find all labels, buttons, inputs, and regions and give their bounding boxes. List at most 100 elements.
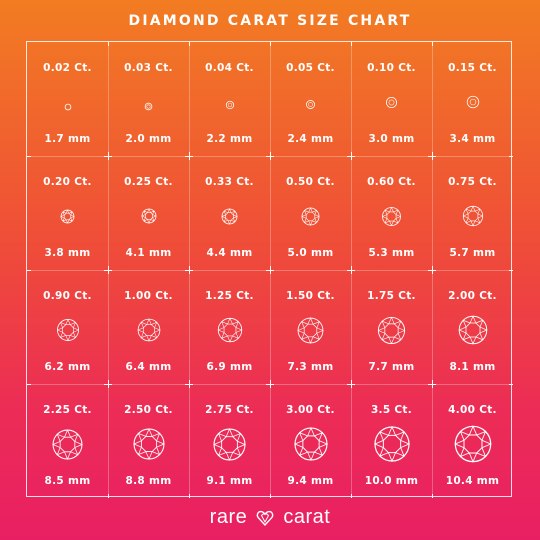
diamond-cell: 0.90 Ct. 6.2 mm <box>27 270 108 384</box>
diamond-cell: 0.50 Ct. 5.0 mm <box>270 156 351 270</box>
size-label: 1.7 mm <box>44 133 91 145</box>
carat-label: 2.75 Ct. <box>205 404 254 416</box>
grid-tick <box>347 155 355 157</box>
grid-tick <box>428 269 436 271</box>
size-label: 7.3 mm <box>287 361 334 373</box>
size-label: 8.5 mm <box>44 475 91 487</box>
diamond-cell: 0.04 Ct. 2.2 mm <box>189 42 270 156</box>
diamond-icon <box>27 317 108 343</box>
grid-tick <box>509 269 513 271</box>
size-label: 2.4 mm <box>287 133 334 145</box>
diamond-icon <box>351 315 432 346</box>
grid-tick <box>350 494 352 498</box>
carat-label: 0.15 Ct. <box>448 62 497 74</box>
diamond-icon <box>432 424 513 464</box>
carat-label: 2.50 Ct. <box>124 404 173 416</box>
grid-tick <box>185 383 193 385</box>
grid-tick <box>266 383 274 385</box>
size-label: 10.0 mm <box>364 475 419 487</box>
diamond-cell: 0.60 Ct. 5.3 mm <box>351 156 432 270</box>
size-label: 3.0 mm <box>368 133 415 145</box>
size-label: 2.0 mm <box>125 133 172 145</box>
diamond-cell: 1.50 Ct. 7.3 mm <box>270 270 351 384</box>
diamond-icon <box>189 96 270 110</box>
size-label: 8.1 mm <box>449 361 496 373</box>
grid-tick <box>428 155 436 157</box>
size-label: 5.3 mm <box>368 247 415 259</box>
grid-tick <box>185 269 193 271</box>
carat-label: 1.00 Ct. <box>124 290 173 302</box>
carat-label: 2.25 Ct. <box>43 404 92 416</box>
grid-tick <box>347 269 355 271</box>
size-label: 4.4 mm <box>206 247 253 259</box>
grid-tick <box>104 155 112 157</box>
diamond-cell: 0.05 Ct. 2.4 mm <box>270 42 351 156</box>
carat-label: 0.04 Ct. <box>205 62 254 74</box>
grid-tick <box>27 155 31 157</box>
carat-label: 0.02 Ct. <box>43 62 92 74</box>
size-label: 7.7 mm <box>368 361 415 373</box>
grid-tick <box>509 383 513 385</box>
carat-label: 3.00 Ct. <box>286 404 335 416</box>
size-label: 6.9 mm <box>206 361 253 373</box>
grid-tick <box>266 269 274 271</box>
diamond-cell: 1.75 Ct. 7.7 mm <box>351 270 432 384</box>
carat-label: 2.00 Ct. <box>448 290 497 302</box>
diamond-cell: 2.00 Ct. 8.1 mm <box>432 270 513 384</box>
diamond-icon <box>189 316 270 344</box>
diamond-cell: 1.25 Ct. 6.9 mm <box>189 270 270 384</box>
diamond-cell: 1.00 Ct. 6.4 mm <box>108 270 189 384</box>
size-label: 9.1 mm <box>206 475 253 487</box>
heart-diamond-icon <box>256 510 274 526</box>
size-label: 2.2 mm <box>206 133 253 145</box>
grid-tick <box>107 494 109 498</box>
grid-tick <box>104 269 112 271</box>
diamond-cell: 0.75 Ct. 5.7 mm <box>432 156 513 270</box>
grid-tick <box>428 383 436 385</box>
diamond-cell: 2.25 Ct. 8.5 mm <box>27 384 108 498</box>
size-label: 3.4 mm <box>449 133 496 145</box>
diamond-cell: 0.10 Ct. 3.0 mm <box>351 42 432 156</box>
grid-tick <box>188 42 190 46</box>
carat-label: 0.25 Ct. <box>124 176 173 188</box>
grid-tick <box>104 383 112 385</box>
diamond-cell: 0.02 Ct. 1.7 mm <box>27 42 108 156</box>
size-label: 6.2 mm <box>44 361 91 373</box>
carat-label: 0.60 Ct. <box>367 176 416 188</box>
carat-label: 0.33 Ct. <box>205 176 254 188</box>
size-label: 5.7 mm <box>449 247 496 259</box>
grid-tick <box>350 42 352 46</box>
size-label: 5.0 mm <box>287 247 334 259</box>
diamond-icon <box>189 207 270 226</box>
diamond-icon <box>270 316 351 345</box>
carat-label: 0.20 Ct. <box>43 176 92 188</box>
diamond-icon <box>270 206 351 227</box>
diamond-cell: 0.20 Ct. 3.8 mm <box>27 156 108 270</box>
diamond-cell: 0.03 Ct. 2.0 mm <box>108 42 189 156</box>
brand-logo: rare carat <box>0 506 540 529</box>
size-label: 10.4 mm <box>445 475 500 487</box>
diamond-icon <box>27 428 108 461</box>
grid-tick <box>185 155 193 157</box>
grid-tick <box>27 383 31 385</box>
grid-tick <box>27 269 31 271</box>
diamond-cell: 2.75 Ct. 9.1 mm <box>189 384 270 498</box>
size-label: 4.1 mm <box>125 247 172 259</box>
diamond-icon <box>270 96 351 109</box>
size-label: 3.8 mm <box>44 247 91 259</box>
diamond-icon <box>432 314 513 346</box>
carat-label: 1.50 Ct. <box>286 290 335 302</box>
diamond-icon <box>108 317 189 343</box>
diamond-cell: 3.00 Ct. 9.4 mm <box>270 384 351 498</box>
grid-tick <box>509 155 513 157</box>
grid-tick <box>107 42 109 46</box>
diamond-icon <box>351 95 432 110</box>
grid-tick <box>269 42 271 46</box>
diamond-icon <box>351 425 432 463</box>
diamond-icon <box>270 426 351 462</box>
diamond-icon <box>108 207 189 225</box>
diamond-icon <box>108 427 189 461</box>
diamond-icon <box>432 94 513 110</box>
carat-label: 0.90 Ct. <box>43 290 92 302</box>
diamond-icon <box>27 208 108 225</box>
